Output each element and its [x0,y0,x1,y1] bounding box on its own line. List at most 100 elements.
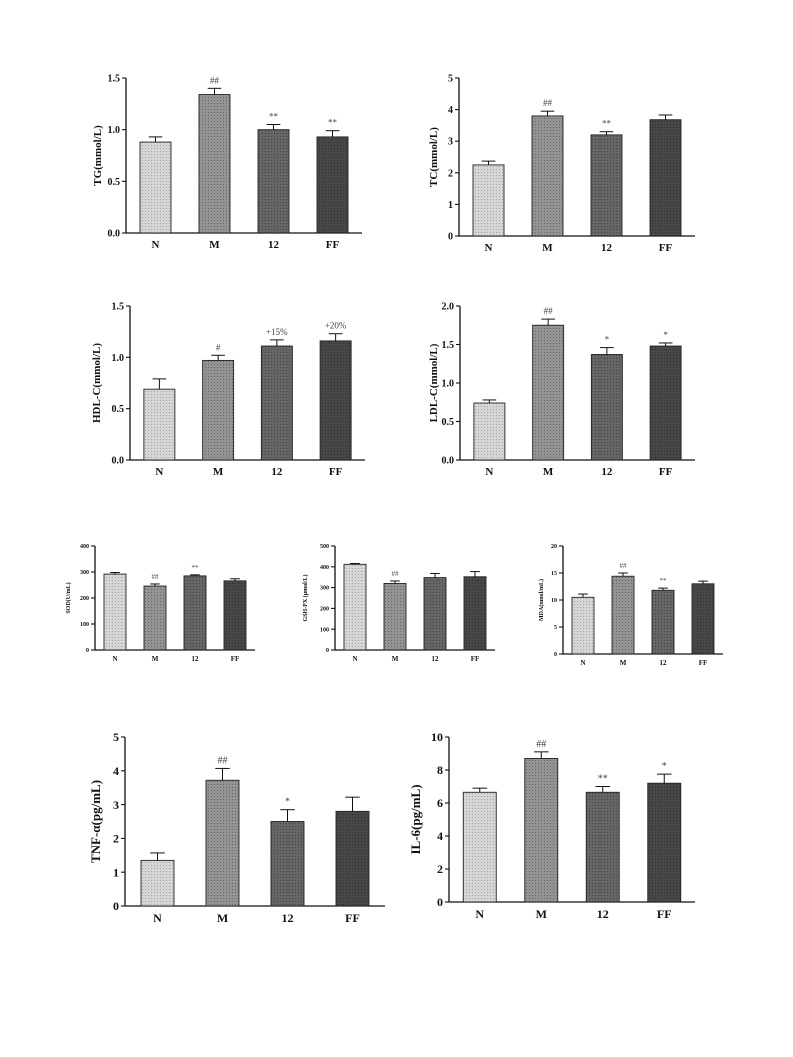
y-tick-label: 0.5 [112,404,125,415]
category-label: 12 [268,239,280,251]
bar-12 [270,821,305,907]
y-tick-label: 5 [113,730,119,744]
y-tick-label: 400 [320,565,329,571]
y-axis-title: LDL-C(mmol/L) [428,343,440,422]
category-label: N [155,466,163,478]
y-tick-label: 100 [80,622,89,628]
y-axis-title: SOD(U/mL) [65,582,72,613]
y-tick-label: 2.0 [442,302,455,313]
category-label: FF [329,466,343,478]
category-label: N [475,907,484,921]
y-tick-label: 200 [320,607,329,613]
category-label: 12 [271,466,283,478]
y-tick-label: 1.0 [442,379,455,390]
y-tick-label: 1.5 [442,340,455,351]
y-tick-label: 4 [437,829,443,843]
category-label: FF [659,242,673,254]
bar-N [139,141,172,234]
bar-M [198,94,231,234]
y-tick-label: 100 [320,627,329,633]
bar-FF [463,576,487,651]
bar-N [140,859,175,907]
bar-N [103,573,127,651]
significance-label: ** [602,119,612,129]
significance-label: ** [598,774,608,785]
category-label: FF [659,466,673,478]
category-label: N [112,655,117,663]
bar-12 [423,577,447,651]
y-tick-label: 300 [320,586,329,592]
bar-12 [651,589,675,655]
significance-label: ## [210,75,220,85]
bar-FF [691,583,715,655]
y-tick-label: 0 [437,895,443,909]
chart-panel-9: 0 2 4 6 8 10 IL-6(pg/mL) N ## M ** 12 * FF [408,730,695,921]
y-tick-label: 1.0 [108,125,121,136]
y-tick-label: 6 [437,796,443,810]
y-tick-label: 20 [551,544,557,550]
bar-N [343,563,367,651]
bar-FF [319,340,352,461]
significance-label: * [285,797,290,808]
chart-panel-4: 0.0 0.5 1.0 1.5 2.0 LDL-C(mmol/L) N ## M * 12 * FF [428,302,695,478]
y-tick-label: 15 [551,571,557,577]
y-tick-label: 0.0 [442,456,455,467]
y-tick-label: 4 [448,105,453,116]
category-label: FF [471,655,480,663]
bar-12 [590,354,623,461]
y-tick-label: 0.0 [108,229,121,240]
bar-N [473,402,506,461]
bar-FF [649,345,682,461]
bar-12 [585,791,620,903]
significance-label: ** [269,112,279,122]
bar-N [472,164,505,237]
category-label: M [152,655,159,663]
y-tick-label: 4 [113,764,119,778]
significance-label: ** [660,577,668,585]
category-label: M [209,239,220,251]
significance-label: ## [152,573,160,581]
bar-FF [223,580,247,651]
bar-M [531,115,564,237]
y-tick-label: 5 [554,625,557,631]
category-label: M [213,466,224,478]
significance-label: # [216,342,221,352]
bar-M [205,779,240,907]
y-tick-label: 0 [326,648,329,654]
category-label: FF [699,659,708,667]
bar-FF [647,782,682,903]
significance-label: ** [192,564,200,572]
category-label: N [485,466,493,478]
y-tick-label: 10 [551,598,557,604]
bar-M [202,359,235,461]
category-label: M [620,659,627,667]
bar-M [524,758,559,903]
y-tick-label: 2 [448,168,453,179]
y-tick-label: 0 [448,232,453,243]
significance-label: * [605,335,610,345]
category-label: M [543,466,554,478]
bar-FF [316,136,349,234]
significance-label: ## [543,98,553,108]
category-label: FF [326,239,340,251]
category-label: FF [657,907,672,921]
y-tick-label: 1.0 [112,353,125,364]
bar-M [611,575,635,655]
y-axis-title: HDL-C(mmol/L) [91,343,103,423]
category-label: N [352,655,357,663]
significance-label: +15% [266,327,288,337]
y-axis-title: TG(mmol/L) [92,125,104,186]
y-tick-label: 1.5 [112,302,125,313]
category-label: N [580,659,585,667]
y-tick-label: 0.5 [108,177,121,188]
category-label: N [485,242,493,254]
significance-label: * [663,330,668,340]
bar-N [143,388,176,461]
significance-label: ## [620,562,628,570]
bar-M [532,324,565,461]
bar-N [462,791,497,903]
y-tick-label: 2 [113,832,119,846]
significance-label: ** [328,118,338,128]
